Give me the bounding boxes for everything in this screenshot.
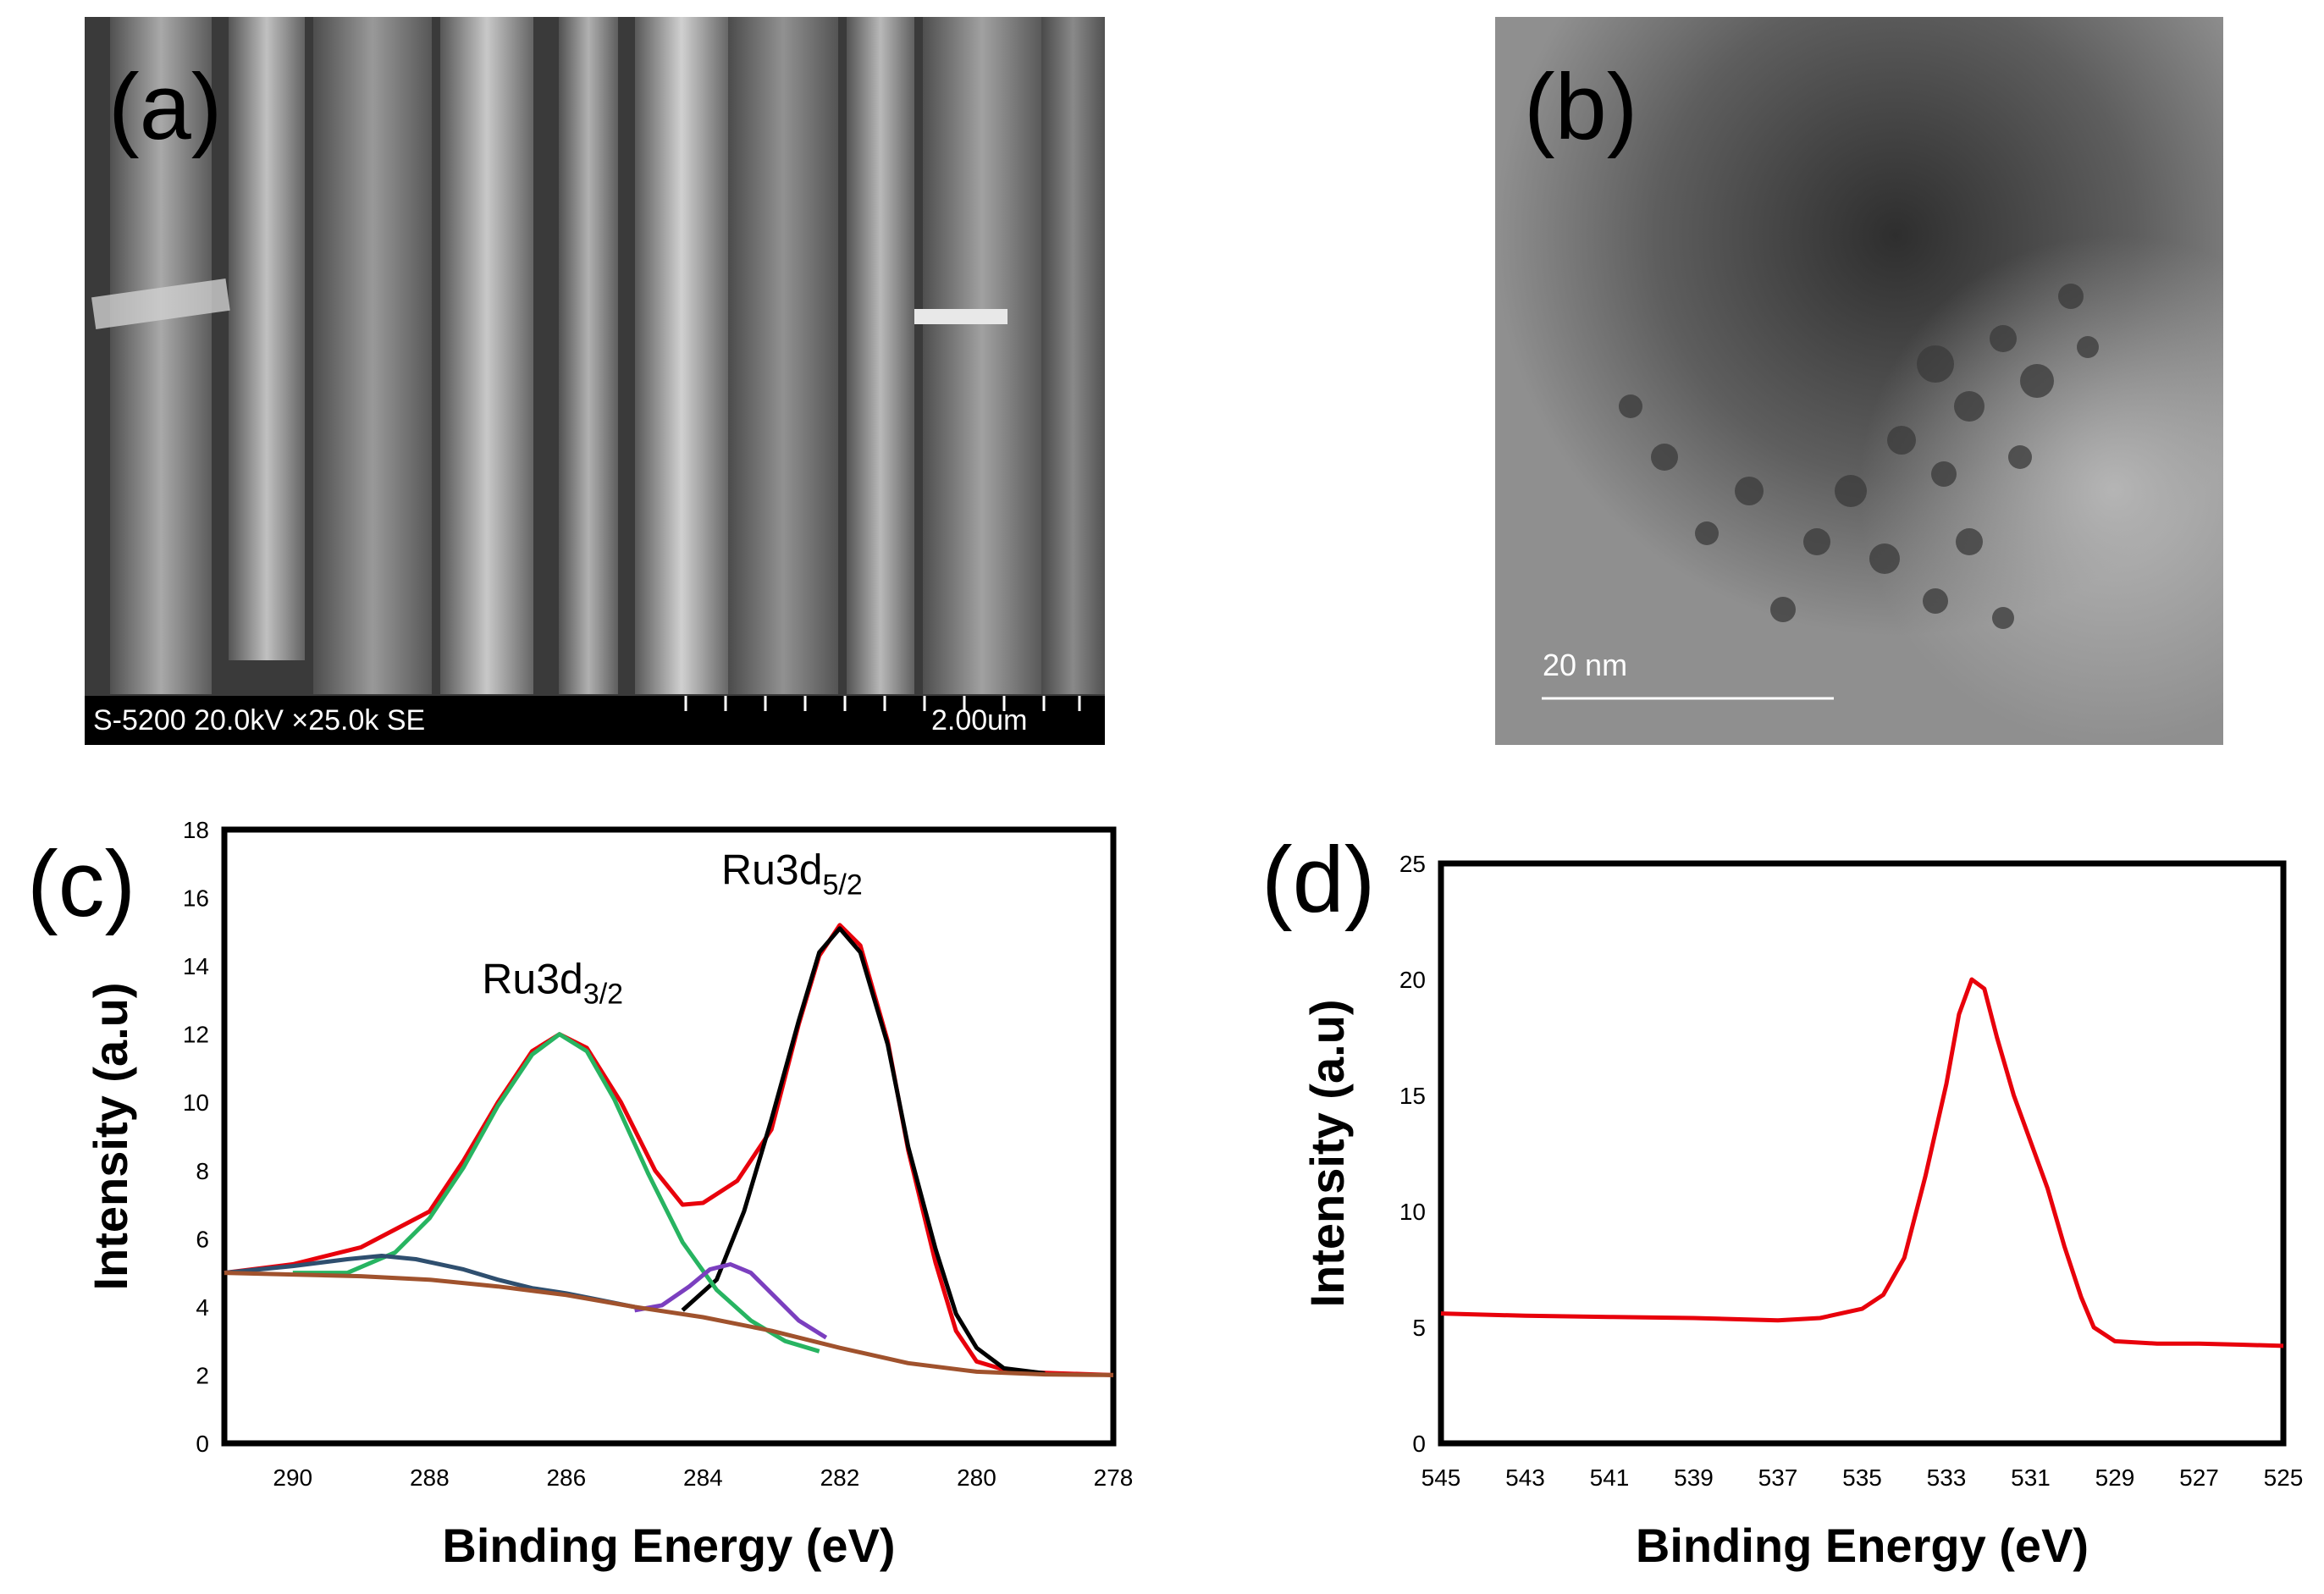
series-line-1 xyxy=(224,923,1114,1377)
series-line-3 xyxy=(292,1032,820,1354)
y-tick-label: 12 xyxy=(183,1022,209,1048)
series-line-2 xyxy=(681,926,1046,1376)
x-tick-label: 529 xyxy=(2095,1464,2135,1491)
y-axis-label: Intensity (a.u) xyxy=(1300,999,1354,1307)
tem-image: 20 nm xyxy=(1495,17,2223,745)
sem-info-bar: S-5200 20.0kV ×25.0k SE 2.00um xyxy=(85,696,1105,745)
x-tick-label: 278 xyxy=(1094,1464,1134,1491)
x-tick-label: 525 xyxy=(2264,1464,2304,1491)
x-tick-label: 280 xyxy=(957,1464,996,1491)
y-tick-label: 10 xyxy=(183,1089,209,1116)
sem-image: S-5200 20.0kV ×25.0k SE 2.00um xyxy=(85,17,1105,745)
plot-frame xyxy=(221,826,1117,1447)
xps-ru3d-chart: 0 2 4 6 8 10 12 14 16 18 290 288 286 284 282 280 278 Bind… xyxy=(84,817,1134,1572)
x-tick-label: 284 xyxy=(683,1464,723,1491)
tem-texture xyxy=(1495,17,2223,745)
peak-annotation: Ru3d5/2 xyxy=(721,846,863,901)
plot-frame xyxy=(1438,860,2287,1447)
x-axis-label: Binding Energy (eV) xyxy=(442,1519,895,1572)
y-tick-label: 15 xyxy=(1399,1083,1426,1109)
y-tick-label: 4 xyxy=(196,1294,209,1321)
x-tick-label: 282 xyxy=(820,1464,860,1491)
y-tick-label: 0 xyxy=(196,1431,209,1457)
x-tick-label: 286 xyxy=(546,1464,586,1491)
x-tick-label: 537 xyxy=(1758,1464,1798,1491)
x-tick-label: 539 xyxy=(1674,1464,1714,1491)
x-tick-label: 533 xyxy=(1927,1464,1967,1491)
y-tick-label: 18 xyxy=(183,817,209,843)
panel-a-letter: (a) xyxy=(108,55,223,159)
tem-scale-label: 20 nm xyxy=(1543,648,1628,682)
y-tick-label: 8 xyxy=(196,1158,209,1184)
y-axis-label: Intensity (a.u) xyxy=(84,982,137,1290)
x-tick-label: 290 xyxy=(273,1464,312,1491)
x-axis-label: Binding Energy (eV) xyxy=(1636,1519,2089,1572)
y-tick-label: 10 xyxy=(1399,1199,1426,1225)
y-tick-label: 25 xyxy=(1399,851,1426,877)
x-tick-label: 535 xyxy=(1842,1464,1882,1491)
y-tick-label: 6 xyxy=(196,1226,209,1252)
panel-c-letter: (c) xyxy=(27,832,136,936)
y-tick-label: 5 xyxy=(1412,1315,1426,1341)
y-tick-label: 0 xyxy=(1412,1431,1426,1457)
panel-b-letter: (b) xyxy=(1524,55,1638,159)
x-tick-label: 531 xyxy=(2011,1464,2051,1491)
x-tick-label: 527 xyxy=(2179,1464,2219,1491)
x-tick-label: 541 xyxy=(1590,1464,1630,1491)
x-tick-label: 288 xyxy=(410,1464,450,1491)
peak-annotation: Ru3d3/2 xyxy=(482,955,623,1010)
series-line-1 xyxy=(1440,977,2284,1349)
x-tick-label: 545 xyxy=(1421,1464,1461,1491)
xps-o1s-chart: 0 5 10 15 20 25 545 543 541 539 537 535 533 531 529 527… xyxy=(1300,851,2304,1572)
sem-info-text: S-5200 20.0kV ×25.0k SE xyxy=(93,704,426,736)
y-tick-label: 2 xyxy=(196,1362,209,1388)
sem-scale-label: 2.00um xyxy=(931,704,1028,736)
panel-d-letter: (d) xyxy=(1261,828,1376,932)
sem-scale-ticks xyxy=(684,696,1081,711)
series-line-4 xyxy=(634,1262,828,1340)
y-tick-label: 16 xyxy=(183,885,209,912)
sem-texture xyxy=(85,17,1105,745)
y-tick-label: 20 xyxy=(1399,967,1426,993)
x-tick-label: 543 xyxy=(1505,1464,1545,1491)
y-tick-label: 14 xyxy=(183,953,209,979)
series-line-6 xyxy=(224,1271,1114,1377)
